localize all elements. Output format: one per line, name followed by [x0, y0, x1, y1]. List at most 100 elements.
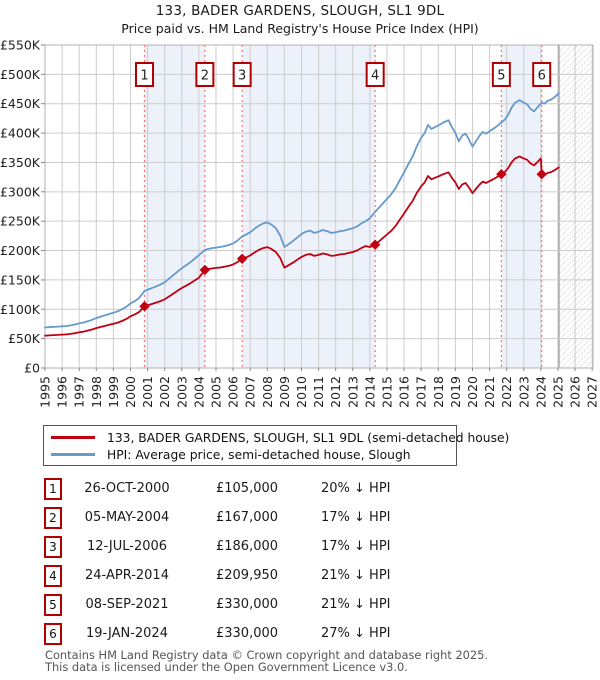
svg-text:2012: 2012 — [328, 376, 343, 408]
svg-text:£250K: £250K — [0, 214, 41, 229]
svg-text:£300K: £300K — [0, 184, 41, 199]
sale-diamond-5 — [496, 169, 507, 180]
svg-text:1995: 1995 — [38, 376, 53, 408]
sale-flag-4: 4 — [365, 62, 385, 87]
future-hatch-region — [558, 45, 593, 368]
sale-row-2: 2 05-MAY-2004 £167,000 17% ↓ HPI — [0, 503, 600, 532]
hpi-line — [44, 92, 560, 329]
sale-row-3: 3 12-JUL-2006 £186,000 17% ↓ HPI — [0, 532, 600, 561]
sale-row-5: 5 08-SEP-2021 £330,000 21% ↓ HPI — [0, 590, 600, 619]
sale-date: 12-JUL-2006 — [86, 539, 168, 554]
sale-diamond-1 — [139, 301, 150, 312]
footer-line-1: Contains HM Land Registry data © Crown c… — [45, 648, 489, 662]
sale-price: £105,000 — [215, 481, 279, 496]
svg-text:1997: 1997 — [72, 376, 87, 408]
y-axis-labels: £0 £50K £100K £150K £200K £250K £300K £350K £400… — [0, 38, 41, 376]
svg-text:2002: 2002 — [157, 376, 172, 408]
svg-text:4: 4 — [371, 69, 379, 84]
svg-text:2017: 2017 — [414, 376, 429, 408]
sale-diamond-6 — [536, 169, 547, 180]
chart-legend: 133, BADER GARDENS, SLOUGH, SL1 9DL (sem… — [43, 425, 509, 466]
svg-text:£550K: £550K — [0, 38, 41, 53]
sale-flag-6: 6 — [532, 62, 552, 87]
svg-text:2026: 2026 — [568, 376, 583, 408]
sale-price: £330,000 — [215, 626, 279, 641]
chart-title: 133, BADER GARDENS, SLOUGH, SL1 9DL — [155, 3, 445, 19]
legend-row-hpi: HPI: Average price, semi-detached house,… — [51, 446, 452, 463]
svg-text:1996: 1996 — [55, 376, 70, 408]
sale-date: 08-SEP-2021 — [85, 597, 169, 612]
sale-row-1: 1 26-OCT-2000 £105,000 20% ↓ HPI — [0, 474, 600, 503]
data-series — [44, 92, 560, 337]
svg-text:£500K: £500K — [0, 67, 41, 82]
sale-price: £167,000 — [215, 510, 279, 525]
sale-hpi-delta: 21% ↓ HPI — [321, 597, 391, 612]
svg-text:2020: 2020 — [465, 376, 480, 408]
footer-line-2: This data is licensed under the Open Gov… — [45, 660, 408, 674]
sales-table: 1 26-OCT-2000 £105,000 20% ↓ HPI 2 05-MA… — [0, 474, 600, 648]
ownership-bands — [144, 45, 542, 368]
sale-row-6: 6 19-JAN-2024 £330,000 27% ↓ HPI — [0, 619, 600, 648]
sale-diamond-4 — [369, 239, 381, 250]
x-axis-labels: 1995 1996 1997 1998 1999 2000 2001 2002 2003 2004… — [38, 376, 600, 408]
svg-text:2001: 2001 — [140, 376, 155, 408]
svg-text:£200K: £200K — [0, 243, 41, 258]
svg-text:1999: 1999 — [106, 376, 121, 408]
sale-date: 19-JAN-2024 — [86, 626, 168, 641]
svg-text:1998: 1998 — [89, 376, 104, 408]
sale-number-badge: 4 — [44, 564, 62, 587]
sale-price: £209,950 — [215, 568, 279, 583]
sale-hpi-delta: 27% ↓ HPI — [321, 626, 391, 641]
svg-text:2015: 2015 — [379, 376, 394, 408]
svg-text:£100K: £100K — [0, 302, 41, 317]
sale-date-dashed-lines — [143, 45, 543, 368]
svg-text:2: 2 — [201, 69, 209, 84]
svg-text:2000: 2000 — [123, 376, 138, 408]
sale-hpi-delta: 20% ↓ HPI — [321, 481, 391, 496]
sale-flag-5: 5 — [491, 62, 511, 87]
svg-text:2019: 2019 — [448, 376, 463, 408]
svg-text:£400K: £400K — [0, 126, 41, 141]
svg-text:2022: 2022 — [499, 376, 514, 408]
svg-text:2011: 2011 — [311, 376, 326, 408]
svg-text:2013: 2013 — [345, 376, 360, 408]
svg-text:2023: 2023 — [516, 376, 531, 408]
svg-text:2004: 2004 — [191, 376, 206, 408]
svg-text:£0: £0 — [24, 361, 40, 376]
sale-flag-2: 2 — [195, 62, 215, 87]
svg-text:£50K: £50K — [8, 331, 41, 346]
sale-hpi-delta: 21% ↓ HPI — [321, 568, 391, 583]
svg-text:2021: 2021 — [482, 376, 497, 408]
svg-text:1: 1 — [140, 69, 148, 84]
sale-hpi-delta: 17% ↓ HPI — [321, 539, 391, 554]
svg-text:2008: 2008 — [260, 376, 275, 408]
svg-text:5: 5 — [497, 69, 505, 84]
svg-text:6: 6 — [538, 69, 546, 84]
legend-label-price: 133, BADER GARDENS, SLOUGH, SL1 9DL (sem… — [107, 430, 510, 445]
hpi-line-swatch — [51, 453, 95, 456]
svg-text:2005: 2005 — [208, 376, 223, 408]
svg-text:2027: 2027 — [585, 376, 600, 408]
svg-text:£450K: £450K — [0, 96, 41, 111]
svg-text:2003: 2003 — [174, 376, 189, 408]
sale-date: 05-MAY-2004 — [84, 510, 170, 525]
sale-number-badge: 3 — [44, 535, 62, 558]
sale-number-badge: 5 — [44, 593, 62, 616]
price-paid-line — [44, 155, 560, 337]
svg-text:2009: 2009 — [277, 376, 292, 408]
sale-flag-1: 1 — [135, 62, 155, 87]
svg-text:2016: 2016 — [397, 376, 412, 408]
sale-price: £186,000 — [215, 539, 279, 554]
svg-text:£150K: £150K — [0, 272, 41, 287]
svg-text:3: 3 — [238, 69, 246, 84]
sale-date: 24-APR-2014 — [85, 568, 169, 583]
axes — [41, 44, 594, 371]
svg-text:£350K: £350K — [0, 155, 41, 170]
sale-number-flags: 1 2 3 4 5 6 — [135, 62, 552, 87]
sale-price: £330,000 — [215, 597, 279, 612]
price-line-swatch — [51, 436, 95, 439]
svg-text:2006: 2006 — [226, 376, 241, 408]
svg-text:2025: 2025 — [550, 376, 565, 408]
svg-text:2024: 2024 — [533, 376, 548, 408]
